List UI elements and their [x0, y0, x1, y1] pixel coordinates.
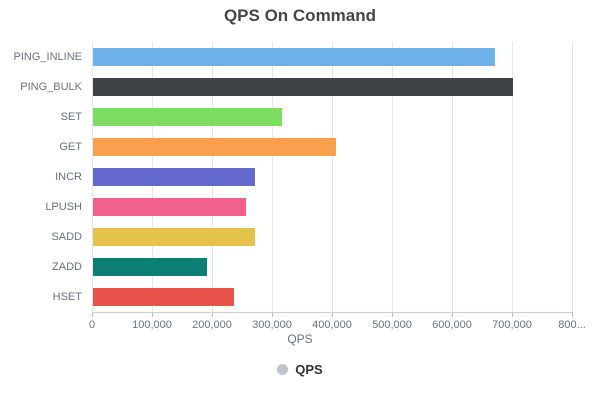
grid-line [512, 42, 513, 312]
x-tick-mark [392, 312, 393, 317]
grid-line [332, 42, 333, 312]
bar-get[interactable] [93, 138, 336, 156]
x-tick-label: 200,000 [192, 319, 232, 331]
category-label: PING_INLINE [13, 51, 82, 63]
grid-line [572, 42, 573, 312]
x-axis-line [92, 312, 572, 313]
legend-item-qps[interactable]: QPS [0, 362, 600, 377]
x-tick-label: 800... [558, 319, 586, 331]
x-tick-label: 0 [88, 319, 96, 331]
x-tick-mark [332, 312, 333, 317]
grid-line [392, 42, 393, 312]
x-tick-label: 500,000 [372, 319, 412, 331]
x-tick-label: 600,000 [432, 319, 472, 331]
category-label: GET [59, 141, 82, 153]
category-label: LPUSH [45, 201, 82, 213]
x-tick-mark [92, 312, 93, 317]
bar-zadd[interactable] [93, 258, 207, 276]
legend-marker-circle [277, 364, 289, 375]
x-tick-label: 100,000 [132, 319, 172, 331]
grid-line [92, 42, 93, 312]
x-tick-mark [512, 312, 513, 317]
x-tick-label: 300,000 [252, 319, 292, 331]
x-tick-mark [272, 312, 273, 317]
x-axis-title: QPS [287, 332, 313, 346]
x-tick-label: 400,000 [312, 319, 352, 331]
category-label: HSET [52, 291, 82, 303]
legend-label: QPS [295, 362, 323, 377]
bar-lpush[interactable] [93, 198, 246, 216]
bar-hset[interactable] [93, 288, 234, 306]
bar-incr[interactable] [93, 168, 255, 186]
grid-line [452, 42, 453, 312]
x-tick-label: 700,000 [492, 319, 532, 331]
grid-line [272, 42, 273, 312]
bar-ping-bulk[interactable] [93, 78, 513, 96]
category-label: INCR [55, 171, 82, 183]
x-tick-mark [572, 312, 573, 317]
category-label: PING_BULK [20, 81, 82, 93]
category-label: SET [60, 111, 82, 123]
category-label: SADD [51, 231, 82, 243]
chart-title: QPS On Command [223, 6, 377, 25]
bar-set[interactable] [93, 108, 282, 126]
x-tick-mark [452, 312, 453, 317]
bar-sadd[interactable] [93, 228, 255, 246]
x-tick-mark [212, 312, 213, 317]
category-label: ZADD [52, 261, 82, 273]
bar-ping-inline[interactable] [93, 48, 495, 66]
x-tick-mark [152, 312, 153, 317]
